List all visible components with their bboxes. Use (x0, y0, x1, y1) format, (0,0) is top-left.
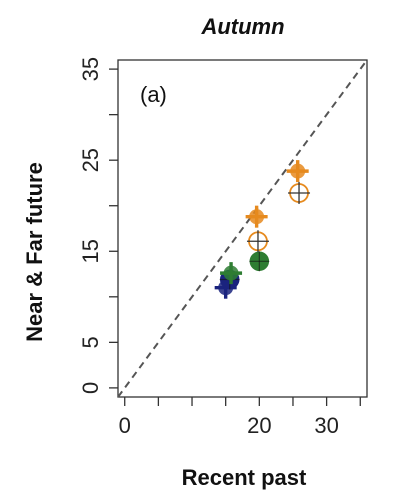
y-tick-label: 35 (78, 57, 103, 81)
data-point (286, 160, 309, 183)
y-tick-label: 0 (78, 382, 103, 394)
data-point (220, 262, 243, 285)
x-axis-title: Recent past (182, 465, 307, 490)
reference-line-layer (117, 59, 368, 398)
plot-frame (117, 59, 368, 398)
x-tick-label: 20 (247, 413, 271, 438)
x-tick-label: 0 (119, 413, 131, 438)
y-tick-label: 5 (78, 336, 103, 348)
data-point (245, 205, 268, 228)
data-point (246, 230, 269, 253)
y-tick-label: 25 (78, 148, 103, 172)
y-axis-title: Near & Far future (22, 162, 47, 342)
data-points (214, 160, 311, 299)
data-point (249, 251, 270, 272)
one-to-one-line (117, 59, 368, 398)
data-point (288, 181, 311, 204)
chart-title: Autumn (200, 14, 284, 39)
y-tick-label: 15 (78, 239, 103, 263)
panel-label: (a) (140, 82, 167, 107)
axes: 0 20 30 0 5 15 25 35 (78, 57, 361, 438)
x-tick-label: 30 (314, 413, 338, 438)
